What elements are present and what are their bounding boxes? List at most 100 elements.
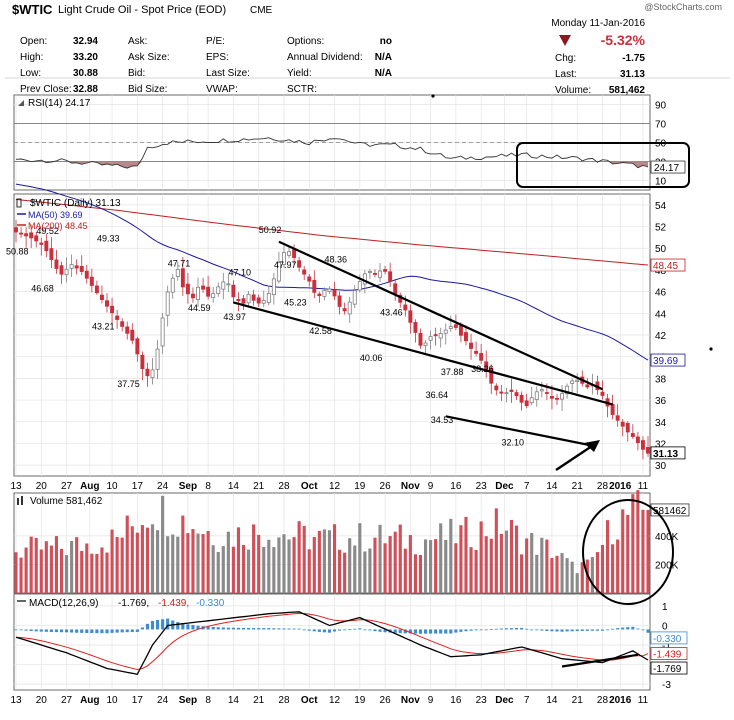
rsi-tick-label: 70 [655, 120, 667, 131]
volume-bar [434, 539, 438, 593]
x-tick-label: 23 [476, 481, 488, 492]
candle-body [216, 286, 221, 294]
macd-histogram-bar [267, 628, 271, 630]
volume-bar [616, 539, 620, 593]
candle-body [84, 270, 89, 279]
volume-bar [418, 555, 423, 593]
volume-bar [302, 525, 306, 593]
macd-histogram-bar [297, 628, 301, 630]
macd-histogram-bar [403, 629, 407, 634]
candle-body [99, 294, 104, 300]
candle-body [14, 227, 18, 233]
volume-bar [282, 534, 286, 593]
last-value-box [650, 160, 686, 174]
macd-histogram-bar [125, 629, 129, 633]
candle-body [44, 240, 49, 252]
quote-label: Annual Dividend: [287, 52, 363, 63]
volume-bar [161, 495, 165, 593]
volume-bar [580, 562, 584, 593]
macd-histogram-bar [85, 629, 89, 633]
macd-last-label: -1.769 [653, 664, 682, 675]
price-panel: 5452504846444240383634323050.8849.5246.6… [6, 183, 686, 472]
macd-histogram-bar [135, 629, 139, 632]
price-annotation: 45.23 [284, 298, 307, 308]
macd-histogram-bar [413, 629, 417, 634]
macd-histogram-bar [140, 627, 144, 630]
volume-bar [156, 530, 160, 593]
macd-histogram-bar [631, 626, 635, 630]
macd-histogram-bar [39, 629, 43, 632]
volume-bar [338, 549, 342, 593]
price-annotation: 34.53 [431, 415, 454, 425]
x-tick-label: 19 [354, 695, 366, 706]
macd-histogram-bar [646, 629, 650, 633]
volume-bar [120, 537, 124, 593]
quote-label: Bid: [128, 68, 145, 79]
macd-histogram-bar [520, 627, 524, 630]
volume-bar [570, 561, 574, 593]
candle-body [585, 384, 590, 388]
quote-value: N/A [375, 52, 392, 63]
macd-tick-label: -1 [662, 641, 671, 652]
macd-tick-label: -3 [662, 680, 671, 691]
macd-histogram-bar [408, 629, 412, 634]
rsi-line [15, 137, 649, 169]
quote-label: Yield: [287, 68, 312, 79]
macd-histogram-bar [75, 629, 79, 633]
macd-histogram-bar [150, 620, 155, 630]
candle-body [34, 235, 39, 242]
volume-bar [221, 546, 225, 593]
candle-body [524, 400, 529, 407]
vol-frame [13, 492, 651, 594]
candle-body [69, 264, 74, 269]
macd-histogram-bar [110, 629, 114, 633]
price-annotation: 43.21 [92, 322, 115, 332]
volume-bar [621, 509, 625, 593]
volume-bar [307, 549, 311, 593]
candle-body [428, 336, 433, 341]
macd-histogram-bar [176, 622, 180, 630]
candle-body [408, 310, 413, 323]
x-tick-label: 9 [428, 695, 434, 706]
candle-body [226, 283, 231, 286]
macd-histogram-bar [358, 628, 362, 630]
volume-bar [605, 520, 610, 593]
candle-body [211, 293, 216, 299]
macd-histogram-bar [348, 629, 352, 631]
candle-body [529, 397, 534, 404]
macd-histogram-bar [166, 618, 170, 630]
price-annotation: 37.88 [441, 367, 464, 377]
price-annotation: 32.10 [501, 438, 524, 448]
volume-bar [312, 537, 316, 593]
quote-label: High: [20, 52, 43, 63]
candle-body [610, 404, 615, 415]
volume-bar [504, 530, 508, 593]
macd-histogram-bar [621, 627, 625, 630]
volume-bar [373, 537, 377, 593]
candle-body [337, 295, 342, 307]
macd-histogram-bar [484, 629, 488, 631]
volume-bar [292, 537, 296, 593]
quote-label: P/E: [206, 36, 225, 47]
candle-body [479, 353, 484, 361]
macd-histogram-bar [262, 628, 266, 630]
volume-bar [439, 523, 443, 593]
change-percent: -5.32% [601, 32, 646, 48]
x-tick-label: 28 [597, 695, 609, 706]
macd-histogram-bar [145, 623, 150, 630]
candle-body [110, 305, 115, 314]
candle-body [312, 280, 317, 293]
macd-histogram-bar [464, 629, 468, 632]
candle-body [393, 283, 398, 295]
last-value-box [650, 661, 688, 675]
volume-bar [297, 521, 301, 593]
macd-histogram-bar [327, 629, 332, 633]
macd-histogram-bar [70, 629, 74, 633]
volume-last-label: 581462 [653, 506, 687, 517]
price-annotation: 46.68 [31, 284, 54, 294]
macd-histogram-bar [454, 629, 458, 633]
candle-body [549, 396, 554, 399]
volume-bar [226, 531, 230, 593]
last-value-label: 31.13 [653, 449, 678, 460]
